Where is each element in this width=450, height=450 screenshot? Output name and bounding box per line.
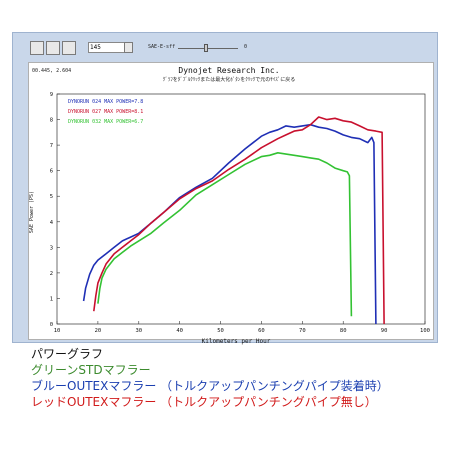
- x-axis-label: Kilometers per Hour: [202, 338, 271, 345]
- y-tick-label: 8: [50, 118, 53, 124]
- x-tick-label: 70: [299, 328, 306, 334]
- corner-readout: 00.445, 2.604: [32, 68, 71, 74]
- legend: DYNORUN 024 MAX POWER=7.8 DYNORUN 027 MAX…: [68, 99, 143, 125]
- series-line-1: [82, 123, 377, 325]
- series-line-2: [93, 116, 385, 325]
- y-tick-label: 4: [50, 220, 54, 226]
- y-tick-label: 6: [50, 169, 53, 175]
- x-tick-label: 60: [258, 328, 265, 334]
- x-tick-label: 90: [381, 328, 388, 334]
- y-tick-label: 2: [50, 271, 53, 277]
- x-tick-label: 30: [135, 328, 142, 334]
- x-tick-label: 100: [420, 328, 430, 334]
- series-layer: [82, 116, 385, 325]
- legend-entry-3: DYNORUN 032 MAX POWER=6.7: [68, 119, 143, 125]
- y-axis-label: SAE Power (PS): [29, 191, 35, 233]
- plot-border: [56, 93, 426, 325]
- x-tick-label: 10: [54, 328, 61, 334]
- y-tick-label: 7: [50, 143, 53, 149]
- legend-entry-1: DYNORUN 024 MAX POWER=7.8: [68, 99, 143, 105]
- print-icon[interactable]: [30, 41, 44, 55]
- export-icon[interactable]: [62, 41, 76, 55]
- chart-title: Dynojet Research Inc.: [178, 66, 279, 75]
- x-tick-label: 50: [217, 328, 224, 334]
- caption-title: パワーグラフ: [31, 347, 104, 361]
- caption-green: グリーンSTDマフラー: [31, 363, 151, 377]
- copy-icon[interactable]: [46, 41, 60, 55]
- smoothing-slider-knob[interactable]: [204, 44, 208, 52]
- y-tick-label: 3: [50, 245, 53, 251]
- x-tick-label: 20: [95, 328, 102, 334]
- y-tick-label: 1: [50, 296, 53, 302]
- y-tick-label: 9: [50, 92, 53, 98]
- chevron-down-icon[interactable]: [124, 42, 133, 53]
- series-line-3: [97, 152, 353, 317]
- legend-entry-2: DYNORUN 027 MAX POWER=8.1: [68, 109, 143, 115]
- toolbar: 145 SAE-E-sff 0: [28, 40, 434, 58]
- axes: 10 20 30 40 50 60 70 80 90 100 0 1 2 3 4 5 6 7 8 9: [50, 92, 430, 334]
- x-tick-label: 80: [340, 328, 347, 334]
- smoothing-label: SAE-E-sff: [148, 44, 176, 50]
- y-tick-label: 5: [50, 194, 53, 200]
- x-tick-label: 40: [176, 328, 183, 334]
- y-tick-label: 0: [50, 322, 53, 328]
- smoothing-slider-track[interactable]: [178, 48, 238, 49]
- caption-blue: ブルーOUTEXマフラー （トルクアップパンチングパイプ装着時）: [31, 379, 389, 393]
- caption-red: レッドOUTEXマフラー （トルクアップパンチングパイプ無し）: [31, 395, 377, 409]
- chart-subtitle: ｸﾞﾗﾌをﾀﾞﾌﾞﾙｸﾘｯｸまたは最大化ﾎﾞﾀﾝをｸﾘｯｸで元のｻｲｽﾞに戻る: [163, 76, 296, 83]
- smoothing-value: 0: [244, 44, 248, 50]
